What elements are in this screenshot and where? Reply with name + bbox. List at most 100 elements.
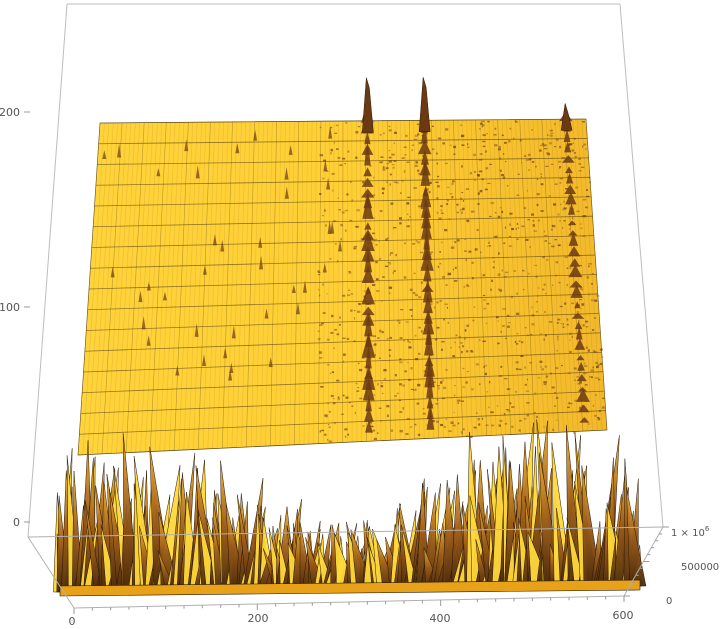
surface-speckle [346,337,350,340]
surface-speckle [372,194,376,197]
surface-speckle [450,246,455,249]
z-tick-label: 500000 [681,562,719,573]
surface-speckle [334,132,338,134]
ridge-spike [579,417,590,423]
surface-speckle [471,388,474,391]
surface-speckle [576,376,579,378]
surface-speckle [404,370,407,373]
surface-speckle [454,394,456,397]
ridge-spike [361,286,376,305]
surface-speckle [399,411,403,414]
surface-speckle [336,333,340,336]
surface-speckle [461,144,465,147]
surface-speckle [568,204,570,206]
surface-speckle [415,240,418,242]
surface-speckle [394,373,398,377]
ridge-spike [423,225,430,250]
surface-speckle [446,307,448,309]
surface-speckle [565,188,568,190]
surface-speckle [399,383,402,386]
ridge-spike [420,248,434,271]
surface-spike-small [156,167,161,177]
surface-speckle [460,197,463,201]
surface-speckle [318,351,322,354]
surface-speckle [505,160,507,163]
surface-speckle [436,197,439,200]
ridge-peak [560,103,573,131]
surface-speckle [417,241,420,244]
surface-speckle [405,321,409,323]
surface-spike-small [326,177,331,190]
surface-speckle [338,324,341,326]
surface-speckle [475,363,480,366]
surface-speckle [558,160,562,163]
surface-speckle [563,207,567,210]
surface-speckle [498,375,502,377]
surface-speckle [327,424,330,426]
surface-speckle [527,333,529,337]
z-tick-label: 0 [666,596,672,607]
surface-speckle [514,120,518,123]
surface-speckle [482,340,486,343]
surface-speckle [497,215,501,219]
front-base [59,579,641,597]
surface-speckle [576,311,580,313]
surface-speckle [442,275,445,279]
surface-spike-small [259,255,264,270]
surface-speckle [344,209,349,212]
surface-speckle [579,370,582,372]
surface-speckle [514,120,517,122]
surface-speckle [575,186,578,189]
surface-speckle [537,219,540,222]
mesh-line [95,176,590,186]
surface-speckle [566,267,569,270]
surface-speckle [417,169,420,172]
surface-speckle [583,214,587,218]
surface-speckle [592,366,594,369]
ridge-spike [362,363,376,390]
ridge-spike [567,246,581,257]
surface-speckle [354,317,356,320]
surface-speckle [333,347,335,349]
surface-speckle [386,338,389,340]
surface-speckle [521,225,525,227]
surface-speckle [588,293,590,296]
surface-speckle [502,153,505,155]
surface-speckle [377,337,380,339]
ridge-spike [364,222,372,230]
surface-speckle [525,238,529,241]
surface-speckle [389,253,391,256]
surface-speckle [443,426,447,428]
surface-mesh [77,118,608,456]
surface-speckle [417,133,420,136]
surface-speckle [436,211,439,214]
surface-speckle [535,165,537,168]
surface-speckle [507,388,511,390]
surface-speckle [330,331,334,334]
surface-speckle [371,232,376,235]
surface-speckle [462,367,465,370]
surface-speckle [356,390,360,392]
surface-speckle [588,265,590,268]
surface-speckle [455,334,458,337]
surface-spike-small [195,165,200,179]
ridge-spike [365,394,372,412]
surface-speckle [388,160,392,163]
surface-speckle [563,200,565,203]
surface-speckle [502,176,506,179]
x-tick-label: 200 [248,612,269,625]
surface-speckle [432,381,436,384]
surface-speckle [454,384,456,387]
surface-speckle [559,220,561,222]
surface-speckle [327,363,330,366]
surface-speckle [407,196,411,199]
surface-speckle [557,318,561,321]
surface-speckle [553,203,557,206]
surface-speckle [391,153,395,156]
surface-speckle [473,306,476,308]
surface-speckle [460,431,463,434]
surface-speckle [406,161,410,163]
surface-speckle [538,286,540,290]
surface-speckle [576,210,580,212]
surface-speckle [595,361,599,365]
